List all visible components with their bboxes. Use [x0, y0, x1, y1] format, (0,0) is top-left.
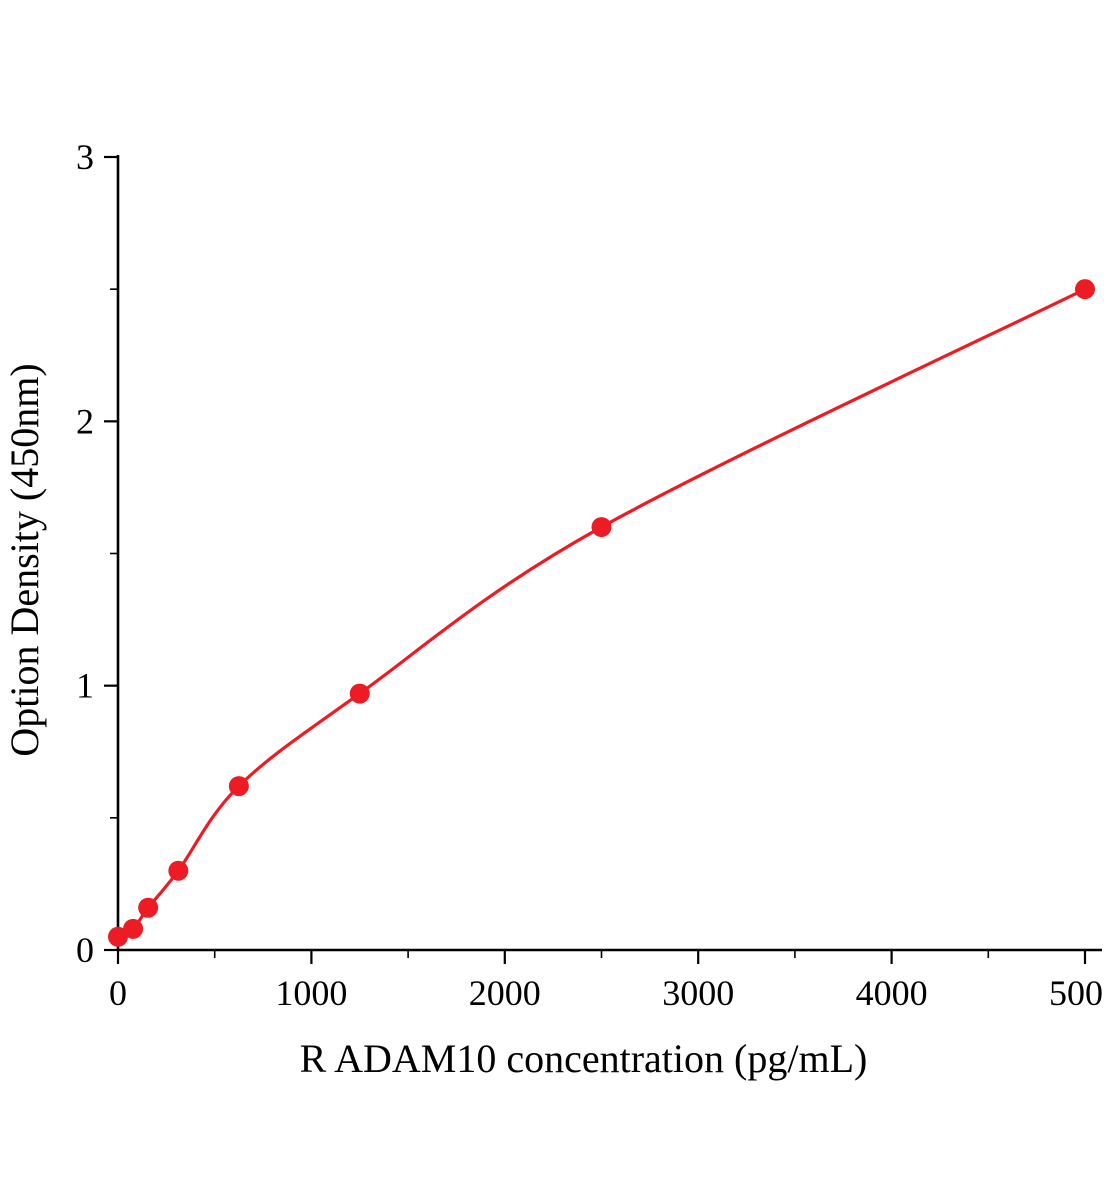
x-axis-tick-label: 0 [109, 973, 127, 1013]
y-axis-tick-label: 0 [76, 930, 94, 970]
y-axis-tick-label: 3 [76, 137, 94, 177]
x-axis-title: R ADAM10 concentration (pg/mL) [300, 1036, 868, 1081]
x-axis-tick-label: 4000 [856, 973, 928, 1013]
data-point [591, 517, 612, 538]
data-point [108, 926, 128, 947]
x-axis-tick-label: 1000 [275, 973, 347, 1013]
standard-curve-line [116, 287, 1087, 939]
data-point [138, 897, 159, 918]
y-axis-tick-label: 1 [76, 666, 94, 706]
data-point [1075, 279, 1095, 300]
data-point [349, 683, 370, 704]
y-axis-tick-label: 2 [76, 401, 94, 441]
data-point [168, 860, 189, 881]
x-axis-tick-label: 2000 [469, 973, 541, 1013]
x-axis-tick-label: 3000 [662, 973, 734, 1013]
y-axis-title: Option Density (450nm) [2, 363, 47, 756]
data-point [123, 918, 144, 939]
data-point [228, 776, 249, 797]
